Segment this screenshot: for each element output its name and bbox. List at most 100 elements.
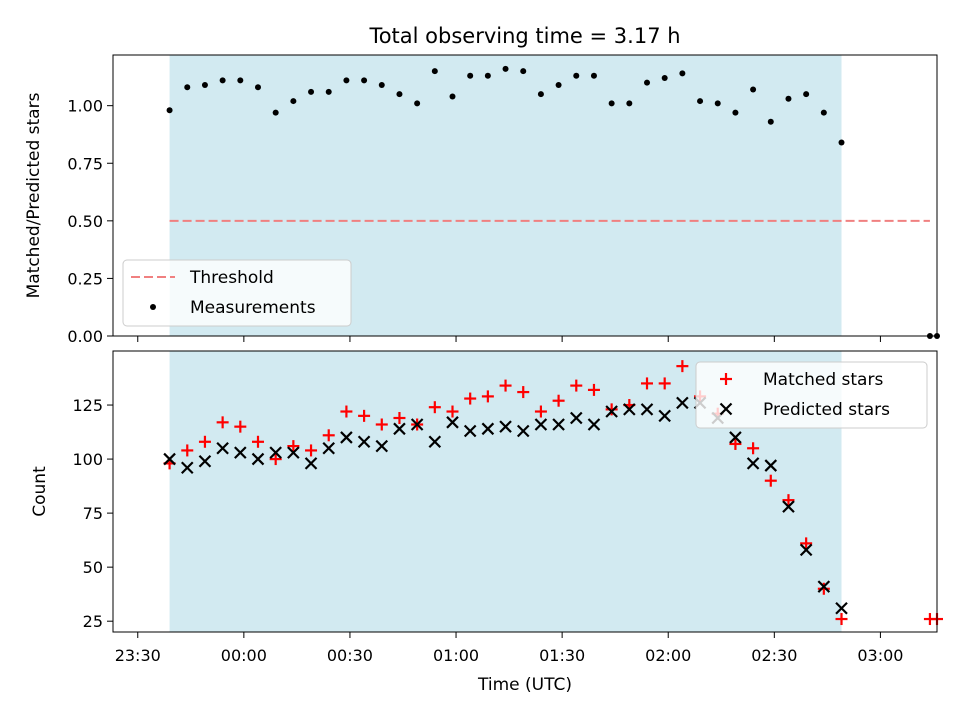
measurement-point — [378, 81, 385, 88]
x-tick-label: 01:00 — [433, 646, 479, 665]
measurement-point — [361, 77, 368, 84]
predicted-star-point — [658, 409, 671, 423]
predicted-star-point — [234, 446, 247, 459]
legend-measurements-swatch — [150, 304, 156, 310]
measurement-point — [537, 91, 544, 98]
measurement-point — [661, 75, 668, 82]
predicted-star-point — [799, 543, 813, 557]
matched-star-point — [464, 392, 477, 405]
y-tick-label: 75 — [83, 504, 103, 523]
x-tick-label: 02:00 — [645, 646, 691, 665]
measurement-point — [431, 68, 438, 75]
legend-predicted-swatch — [719, 402, 733, 416]
chart-title: Total observing time = 3.17 h — [368, 24, 680, 48]
top-axes-frame — [112, 54, 938, 337]
matched-star-point — [393, 412, 406, 425]
measurement-point — [626, 100, 633, 107]
measurement-point — [449, 93, 456, 100]
measurement-point — [201, 81, 208, 88]
measurement-point — [343, 77, 350, 84]
predicted-star-point — [340, 431, 353, 444]
predicted-star-point — [499, 420, 512, 433]
bottom-legend: Matched stars Predicted stars — [695, 361, 928, 429]
matched-star-point — [641, 377, 654, 390]
measurement-point — [467, 72, 474, 79]
measurement-point — [272, 109, 279, 116]
measurement-point — [750, 86, 757, 93]
predicted-star-point — [428, 435, 442, 449]
y-tick-label: 0.50 — [67, 212, 103, 231]
matched-star-point — [605, 403, 618, 416]
matched-star-point — [587, 383, 600, 396]
predicted-star-point — [446, 416, 459, 429]
matched-star-point — [517, 386, 530, 399]
predicted-star-point — [552, 418, 565, 431]
legend-box — [122, 259, 352, 327]
predicted-star-point — [623, 403, 636, 416]
y-tick-label: 1.00 — [67, 97, 103, 116]
matched-star-point — [322, 429, 335, 442]
measurement-point — [644, 79, 651, 86]
matched-star-point — [676, 360, 689, 373]
measurement-point — [396, 91, 403, 98]
matched-star-point — [570, 379, 583, 392]
measurement-point — [838, 139, 845, 146]
matched-star-point — [499, 379, 512, 392]
measurement-point — [714, 100, 721, 107]
predicted-star-point — [516, 424, 530, 438]
predicted-star-point — [180, 461, 194, 475]
measurement-point — [237, 77, 244, 84]
matched-star-point — [552, 394, 565, 407]
measurement-point — [803, 91, 810, 98]
matched-star-point — [658, 377, 671, 390]
matched-star-point — [216, 416, 229, 429]
measurement-point — [290, 98, 297, 105]
matched-star-point — [375, 418, 388, 431]
matched-star-point — [305, 444, 318, 457]
legend-box — [695, 361, 928, 429]
matched-star-point — [234, 420, 247, 433]
top-y-axis-label: Matched/Predicted stars — [24, 92, 44, 298]
measurement-point — [608, 100, 615, 107]
matched-star-point — [269, 453, 282, 466]
matched-star-point — [358, 409, 371, 422]
measurement-point — [254, 84, 261, 91]
matched-star-point — [817, 582, 830, 595]
matched-star-point — [251, 435, 264, 448]
x-tick-label: 00:30 — [327, 646, 373, 665]
predicted-star-point — [287, 446, 300, 459]
legend-matched-label: Matched stars — [763, 370, 883, 390]
measurement-point — [308, 88, 315, 95]
top-panel: 0.00 0.25 0.50 0.75 1.00 Total observing time… — [24, 24, 940, 346]
measurement-point — [484, 72, 491, 79]
measurement-point — [166, 107, 173, 114]
matched-star-point — [287, 440, 300, 453]
predicted-star-point — [357, 435, 371, 449]
matched-star-point — [800, 537, 813, 550]
legend-matched-swatch — [720, 373, 732, 385]
predicted-star-point — [322, 441, 336, 455]
predicted-star-point — [570, 411, 583, 425]
measurement-point — [785, 95, 792, 102]
matched-star-point — [481, 390, 494, 403]
measurement-point — [520, 68, 527, 75]
legend-predicted-label: Predicted stars — [763, 400, 890, 420]
x-tick-label: 23:30 — [115, 646, 161, 665]
predicted-star-point — [198, 454, 212, 468]
measurement-point — [414, 100, 421, 107]
bottom-panel: 25 50 75 100 125 23:30 00:00 00:30 01:00 01:30 02:… — [30, 350, 943, 695]
predicted-star-point — [587, 418, 601, 431]
y-tick-label: 100 — [72, 450, 103, 469]
measurement-point — [184, 84, 191, 91]
x-tick-label: 00:00 — [221, 646, 267, 665]
matched-star-point — [198, 435, 211, 448]
bottom-axes-frame — [112, 350, 938, 633]
matched-star-point — [764, 474, 777, 487]
predicted-star-point — [835, 601, 848, 615]
matched-star-point — [428, 401, 441, 414]
y-tick-label: 0.00 — [67, 327, 103, 346]
x-axis-label: Time (UTC) — [477, 675, 572, 695]
matched-star-point — [835, 613, 848, 626]
legend-measurements-label: Measurements — [190, 298, 316, 318]
